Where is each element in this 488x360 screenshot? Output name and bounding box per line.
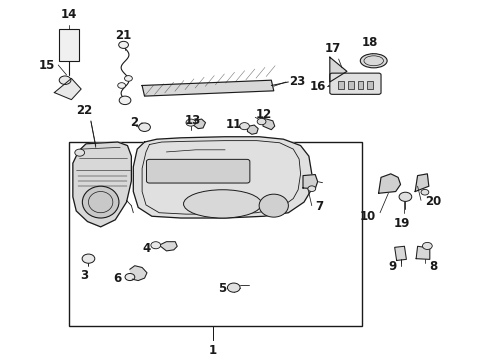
Circle shape (119, 96, 131, 105)
Circle shape (139, 123, 150, 131)
Circle shape (307, 186, 315, 192)
Circle shape (125, 274, 135, 280)
Ellipse shape (183, 190, 261, 218)
Bar (69, 142, 361, 326)
Text: 10: 10 (359, 210, 375, 223)
Polygon shape (193, 119, 205, 129)
Polygon shape (73, 142, 131, 227)
Text: 6: 6 (113, 271, 122, 285)
Text: 18: 18 (362, 36, 378, 49)
Text: 23: 23 (289, 75, 305, 88)
Circle shape (124, 76, 132, 81)
Text: 3: 3 (81, 269, 88, 282)
Circle shape (185, 119, 195, 126)
Bar (347, 81, 353, 89)
Text: 22: 22 (76, 104, 93, 117)
Text: 13: 13 (184, 114, 201, 127)
Text: 7: 7 (315, 200, 323, 213)
Circle shape (257, 118, 265, 125)
Polygon shape (303, 175, 317, 189)
Text: 19: 19 (392, 217, 409, 230)
Polygon shape (329, 57, 346, 82)
Ellipse shape (259, 194, 288, 217)
FancyBboxPatch shape (146, 159, 249, 183)
Polygon shape (263, 118, 274, 130)
Polygon shape (54, 78, 81, 100)
Ellipse shape (82, 186, 119, 218)
Text: 15: 15 (39, 59, 55, 72)
Polygon shape (142, 80, 273, 96)
Circle shape (422, 242, 431, 249)
Bar (337, 81, 343, 89)
Circle shape (239, 123, 249, 130)
Circle shape (82, 254, 95, 263)
Text: 9: 9 (387, 260, 396, 273)
Polygon shape (415, 246, 429, 259)
Polygon shape (247, 125, 258, 134)
Polygon shape (394, 246, 406, 260)
Polygon shape (159, 242, 177, 251)
Text: 11: 11 (225, 118, 242, 131)
Text: 1: 1 (208, 344, 216, 357)
Polygon shape (130, 266, 147, 280)
FancyBboxPatch shape (329, 73, 380, 94)
Text: 8: 8 (428, 260, 436, 273)
Ellipse shape (360, 54, 386, 68)
Text: 20: 20 (424, 195, 440, 208)
Circle shape (151, 242, 160, 249)
Bar (59, 29, 79, 61)
Text: 12: 12 (255, 108, 271, 121)
Circle shape (398, 192, 411, 201)
Circle shape (118, 83, 125, 88)
Text: 17: 17 (325, 42, 341, 55)
Text: 16: 16 (309, 80, 326, 93)
Circle shape (75, 149, 84, 156)
Text: 14: 14 (61, 8, 77, 21)
Text: 5: 5 (217, 282, 225, 295)
Bar (366, 81, 372, 89)
Circle shape (119, 41, 128, 48)
Polygon shape (378, 174, 400, 193)
Text: 2: 2 (130, 116, 138, 129)
Circle shape (420, 189, 428, 195)
Bar (357, 81, 363, 89)
Polygon shape (133, 137, 311, 218)
Polygon shape (414, 174, 428, 192)
Circle shape (227, 283, 240, 292)
Circle shape (59, 76, 71, 85)
Text: 4: 4 (142, 242, 151, 255)
Text: 21: 21 (115, 30, 131, 42)
